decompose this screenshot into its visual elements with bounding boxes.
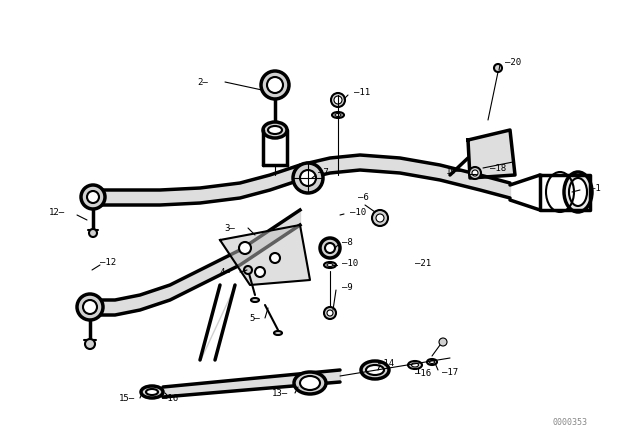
Ellipse shape [141,386,163,398]
Circle shape [81,185,105,209]
Text: —7: —7 [318,168,329,177]
Circle shape [85,339,95,349]
Circle shape [320,238,340,258]
Circle shape [89,229,97,237]
Ellipse shape [408,361,422,369]
Ellipse shape [427,359,437,365]
Text: 3—: 3— [224,224,235,233]
Text: 5—: 5— [249,314,260,323]
Circle shape [300,170,316,186]
Ellipse shape [324,262,336,268]
Ellipse shape [412,363,419,367]
Circle shape [372,210,388,226]
Text: —21: —21 [415,258,431,267]
Text: —10: —10 [342,258,358,267]
Ellipse shape [429,361,435,363]
Text: —16: —16 [162,393,178,402]
Ellipse shape [366,365,384,375]
Text: —20: —20 [505,57,521,66]
Circle shape [255,267,265,277]
Circle shape [324,307,336,319]
Text: 15—: 15— [119,393,135,402]
Circle shape [77,294,103,320]
Circle shape [325,243,335,253]
Circle shape [83,300,97,314]
Ellipse shape [569,178,587,206]
Text: —11: —11 [354,87,370,96]
Ellipse shape [274,331,282,335]
Circle shape [267,77,283,93]
Circle shape [494,64,502,72]
Ellipse shape [361,361,389,379]
Text: 0000353: 0000353 [552,418,588,426]
Polygon shape [220,225,310,285]
Text: —9: —9 [342,283,353,292]
Text: —8: —8 [342,237,353,246]
Circle shape [439,338,447,346]
Ellipse shape [327,263,333,267]
Text: —18: —18 [490,164,506,172]
Circle shape [327,310,333,316]
Ellipse shape [263,122,287,138]
Circle shape [270,253,280,263]
Text: 19—: 19— [446,167,462,176]
Text: 4—: 4— [220,267,230,276]
Circle shape [239,242,251,254]
Text: 12—: 12— [49,207,65,216]
Ellipse shape [335,113,341,116]
Circle shape [469,167,481,179]
Ellipse shape [251,298,259,302]
Text: —10: —10 [350,207,366,216]
Circle shape [293,163,323,193]
Text: —16: —16 [415,369,431,378]
Text: —17: —17 [442,367,458,376]
Text: —6: —6 [358,193,369,202]
Circle shape [472,170,478,176]
Circle shape [334,96,342,104]
Text: —1: —1 [590,184,601,193]
Ellipse shape [564,172,592,212]
Ellipse shape [146,389,158,395]
Ellipse shape [294,372,326,394]
Ellipse shape [332,112,344,118]
Ellipse shape [268,126,282,134]
Polygon shape [468,130,515,178]
Text: —12: —12 [100,258,116,267]
Circle shape [244,266,252,274]
Circle shape [331,93,345,107]
Circle shape [376,214,384,222]
Text: 2—: 2— [197,78,208,86]
Ellipse shape [300,376,320,390]
Circle shape [87,191,99,203]
Circle shape [261,71,289,99]
Text: —14: —14 [378,358,394,367]
Text: 13—: 13— [272,388,288,397]
